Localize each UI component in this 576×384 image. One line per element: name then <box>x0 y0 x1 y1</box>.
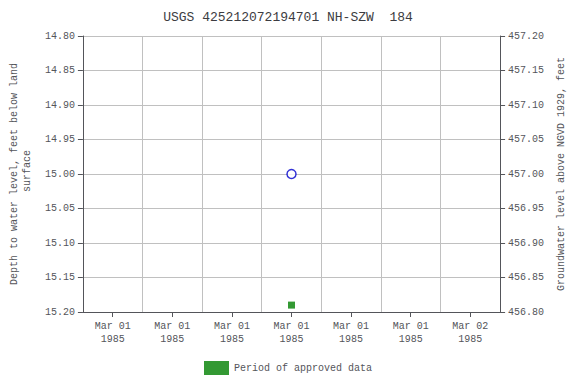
svg-text:15.10: 15.10 <box>45 238 75 249</box>
svg-text:457.10: 457.10 <box>508 100 544 111</box>
svg-text:15.20: 15.20 <box>45 307 75 318</box>
svg-text:Mar 01: Mar 01 <box>273 321 309 332</box>
svg-text:14.85: 14.85 <box>45 65 75 76</box>
svg-text:1985: 1985 <box>279 334 303 345</box>
svg-text:1985: 1985 <box>101 334 125 345</box>
svg-text:1985: 1985 <box>160 334 184 345</box>
svg-text:Mar 01: Mar 01 <box>95 321 131 332</box>
svg-text:15.05: 15.05 <box>45 203 75 214</box>
svg-text:457.15: 457.15 <box>508 65 544 76</box>
svg-text:1985: 1985 <box>220 334 244 345</box>
svg-text:Groundwater level above NGVD 1: Groundwater level above NGVD 1929, feet <box>556 57 567 291</box>
svg-text:Depth to water level, feet bel: Depth to water level, feet below land <box>9 63 20 285</box>
svg-text:1985: 1985 <box>458 334 482 345</box>
svg-text:1985: 1985 <box>339 334 363 345</box>
svg-text:456.90: 456.90 <box>508 238 544 249</box>
svg-text:1985: 1985 <box>399 334 423 345</box>
svg-text:surface: surface <box>22 150 33 198</box>
svg-text:Mar 01: Mar 01 <box>333 321 369 332</box>
svg-text:15.15: 15.15 <box>45 272 75 283</box>
svg-text:457.20: 457.20 <box>508 31 544 42</box>
svg-text:14.90: 14.90 <box>45 100 75 111</box>
svg-text:456.80: 456.80 <box>508 307 544 318</box>
svg-text:14.80: 14.80 <box>45 31 75 42</box>
svg-text:456.85: 456.85 <box>508 272 544 283</box>
svg-text:Mar 01: Mar 01 <box>154 321 190 332</box>
svg-text:457.00: 457.00 <box>508 169 544 180</box>
svg-text:457.05: 457.05 <box>508 134 544 145</box>
svg-text:USGS 425212072194701 NH-SZW 1: USGS 425212072194701 NH-SZW 184 <box>163 10 413 25</box>
svg-text:Mar 01: Mar 01 <box>214 321 250 332</box>
svg-text:14.95: 14.95 <box>45 134 75 145</box>
svg-text:15.00: 15.00 <box>45 169 75 180</box>
svg-text:Mar 01: Mar 01 <box>393 321 429 332</box>
svg-text:456.95: 456.95 <box>508 203 544 214</box>
svg-text:Mar 02: Mar 02 <box>452 321 488 332</box>
svg-text:Period of approved data: Period of approved data <box>234 363 372 374</box>
